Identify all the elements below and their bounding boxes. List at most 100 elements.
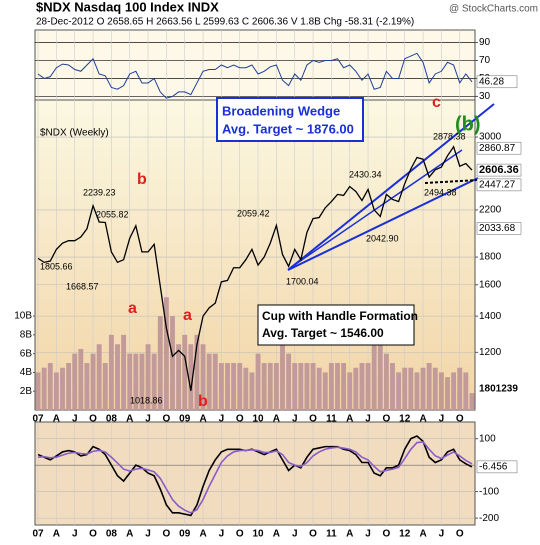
- rsi-panel: [34, 29, 476, 101]
- volume-bar: [66, 363, 72, 410]
- volume-bar: [176, 344, 182, 410]
- volume-bar: [438, 372, 444, 410]
- box-text: Avg. Target ~ 1546.00: [262, 326, 384, 340]
- volume-bar: [463, 372, 469, 410]
- tag-bg: [476, 141, 522, 155]
- volume-bar: [347, 372, 353, 410]
- annotation: 1805.66: [40, 261, 73, 271]
- annotation: 1668.57: [66, 281, 99, 291]
- volume-bar: [328, 363, 334, 410]
- y-tick-label: 90: [479, 37, 491, 48]
- volume-bar: [47, 363, 53, 410]
- volume-bar: [322, 372, 328, 410]
- volume-bar: [316, 367, 322, 410]
- x-tick-label: O: [382, 529, 390, 540]
- x-tick-label: A: [273, 529, 280, 540]
- volume-bar: [280, 344, 285, 410]
- annotation: 2430.34: [349, 169, 382, 179]
- volume-bar: [273, 363, 279, 410]
- line: [37, 441, 473, 514]
- volume-bar: [408, 367, 414, 410]
- value-tag: 2860.87: [479, 143, 516, 154]
- x-tick-label: O: [456, 529, 464, 540]
- annotation: b: [198, 393, 208, 410]
- y-tick-label: 10B: [14, 311, 32, 322]
- x-tick-label: O: [382, 414, 390, 425]
- volume-bar: [249, 372, 255, 410]
- volume-bar: [90, 353, 96, 410]
- macd-panel: [34, 421, 476, 526]
- volume-bar: [41, 367, 47, 410]
- box-text: Cup with Handle Formation: [262, 309, 418, 323]
- volume-bar: [383, 353, 389, 410]
- box-text: Broadening Wedge: [222, 103, 340, 118]
- x-tick-label: J: [219, 529, 225, 540]
- price-panel: [34, 99, 476, 411]
- volume-bar: [420, 367, 426, 410]
- x-tick-label: O: [162, 529, 170, 540]
- y-tick-label: 4B: [20, 367, 33, 378]
- annotation: 2055.82: [96, 209, 129, 219]
- x-tick-label: J: [292, 529, 298, 540]
- wedge-line: [289, 149, 463, 269]
- volume-bar: [225, 363, 230, 410]
- y-tick-label: 1400: [479, 311, 502, 322]
- volume-bar: [341, 363, 347, 410]
- annotation: 1018.86: [130, 395, 163, 405]
- value-tag: -6.456: [479, 462, 508, 473]
- x-tick-label: A: [126, 414, 133, 425]
- annotation: $NDX (Weekly): [40, 128, 109, 139]
- x-tick-label: J: [439, 414, 445, 425]
- x-tick-label: J: [145, 414, 151, 425]
- volume-bar: [218, 363, 224, 410]
- wedge-line: [287, 103, 495, 271]
- annotation: 2059.42: [237, 208, 270, 218]
- volume-bar: [402, 367, 408, 410]
- volume-bar: [127, 353, 133, 410]
- x-tick-label: O: [236, 529, 244, 540]
- x-tick-label: 11: [326, 414, 337, 425]
- volume-bar: [133, 353, 139, 410]
- value-tag: 2033.68: [479, 223, 516, 234]
- x-tick-label: A: [126, 529, 133, 540]
- y-tick-label: 8B: [20, 329, 33, 340]
- x-tick-label: J: [365, 529, 371, 540]
- annotation: 2494.38: [424, 187, 457, 197]
- y-tick-label: 3000: [479, 132, 502, 143]
- x-tick-label: A: [419, 414, 426, 425]
- volume-bar: [182, 334, 188, 410]
- volume-bar: [432, 367, 438, 410]
- value-tag: 2447.27: [479, 180, 516, 191]
- x-tick-label: A: [273, 414, 280, 425]
- volume-bar: [121, 334, 127, 410]
- tag-bg: [476, 460, 518, 474]
- annotation: a: [128, 300, 137, 317]
- x-tick-label: 08: [106, 414, 118, 425]
- x-tick-label: 10: [252, 414, 264, 425]
- volume-bar: [377, 344, 383, 410]
- x-tick-label: O: [309, 529, 317, 540]
- volume-bar: [206, 353, 212, 410]
- volume-bar: [457, 367, 463, 410]
- handle-line: [424, 179, 479, 184]
- volume-bar: [72, 353, 78, 410]
- x-tick-label: 09: [179, 414, 191, 425]
- x-tick-label: J: [72, 414, 78, 425]
- volume-bar: [261, 363, 267, 410]
- volume-bar: [414, 372, 420, 410]
- x-tick-label: O: [89, 414, 97, 425]
- x-tick-label: J: [365, 414, 371, 425]
- volume-bar: [53, 372, 59, 410]
- annotation: a: [183, 307, 192, 324]
- volume-bar: [298, 363, 304, 410]
- x-tick-label: A: [199, 529, 206, 540]
- volume-bar: [335, 363, 340, 410]
- y-tick-label: 1600: [479, 279, 502, 290]
- line: [37, 145, 473, 391]
- volume-bar: [243, 367, 249, 410]
- x-tick-label: 07: [32, 414, 44, 425]
- x-tick-label: A: [346, 529, 353, 540]
- volume-bar: [60, 367, 65, 410]
- box-text: Avg. Target ~ 1876.00: [222, 121, 354, 136]
